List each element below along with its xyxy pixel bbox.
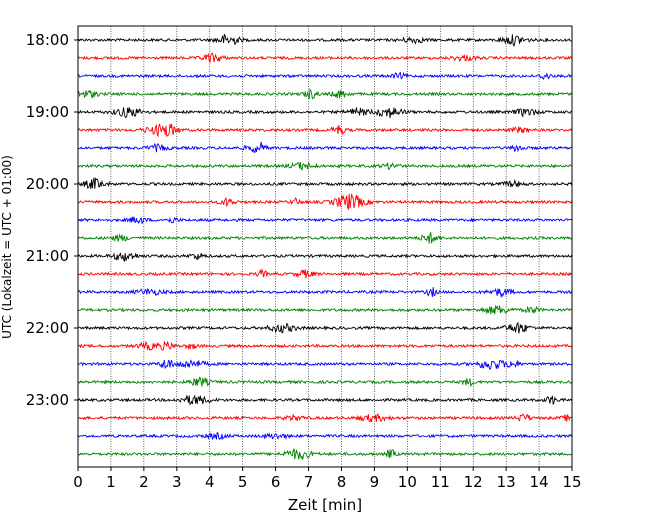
x-tick-label: 3 <box>172 473 182 491</box>
trace-line <box>77 340 572 351</box>
seismogram-traces <box>77 33 573 461</box>
x-axis-label: Zeit [min] <box>288 496 362 514</box>
plot-frame <box>77 25 573 468</box>
trace-line <box>77 394 572 406</box>
trace-line <box>77 87 572 100</box>
y-tick-label: 21:00 <box>26 247 69 265</box>
trace-line <box>77 33 572 48</box>
y-tick-label: 20:00 <box>26 175 69 193</box>
y-axis-label: UTC (Lokalzeit = UTC + 01:00) <box>0 155 14 339</box>
trace-line <box>77 71 572 80</box>
trace-line <box>77 161 572 171</box>
trace-line <box>77 52 573 64</box>
y-axis-ticks: 18:00 19:00 20:00 21:00 22:00 23:00 <box>26 31 78 409</box>
trace-line <box>77 232 572 244</box>
x-tick-label: 2 <box>139 473 149 491</box>
x-tick-label: 15 <box>562 473 581 491</box>
trace-line <box>77 287 573 299</box>
trace-line <box>77 322 573 334</box>
y-tick-label: 19:00 <box>26 103 69 121</box>
trace-line <box>77 177 573 189</box>
x-tick-label: 6 <box>271 473 281 491</box>
trace-line <box>77 431 573 441</box>
trace-line <box>77 123 573 138</box>
x-tick-label: 4 <box>205 473 215 491</box>
trace-line <box>77 216 572 225</box>
x-tick-label: 12 <box>464 473 483 491</box>
y-tick-label: 22:00 <box>26 319 69 337</box>
trace-line <box>77 448 572 461</box>
x-tick-label: 0 <box>73 473 83 491</box>
x-axis-ticks: 0 1 2 3 4 5 6 7 8 9 10 11 12 13 14 15 <box>73 467 582 491</box>
x-tick-label: 5 <box>238 473 248 491</box>
trace-line <box>77 376 572 388</box>
x-tick-label: 9 <box>370 473 380 491</box>
trace-line <box>77 252 573 263</box>
x-tick-label: 1 <box>106 473 116 491</box>
y-tick-label: 18:00 <box>26 31 69 49</box>
x-tick-label: 14 <box>530 473 549 491</box>
trace-line <box>77 359 572 371</box>
trace-line <box>77 107 572 119</box>
x-tick-label: 8 <box>337 473 347 491</box>
trace-line <box>77 141 572 154</box>
minute-gridlines <box>110 26 540 467</box>
x-tick-label: 7 <box>304 473 314 491</box>
trace-line <box>77 413 572 423</box>
trace-line <box>77 304 572 315</box>
x-tick-label: 10 <box>398 473 417 491</box>
trace-line <box>77 267 572 279</box>
x-tick-label: 11 <box>431 473 450 491</box>
y-tick-label: 23:00 <box>26 391 69 409</box>
x-tick-label: 13 <box>497 473 516 491</box>
trace-line <box>77 193 573 211</box>
